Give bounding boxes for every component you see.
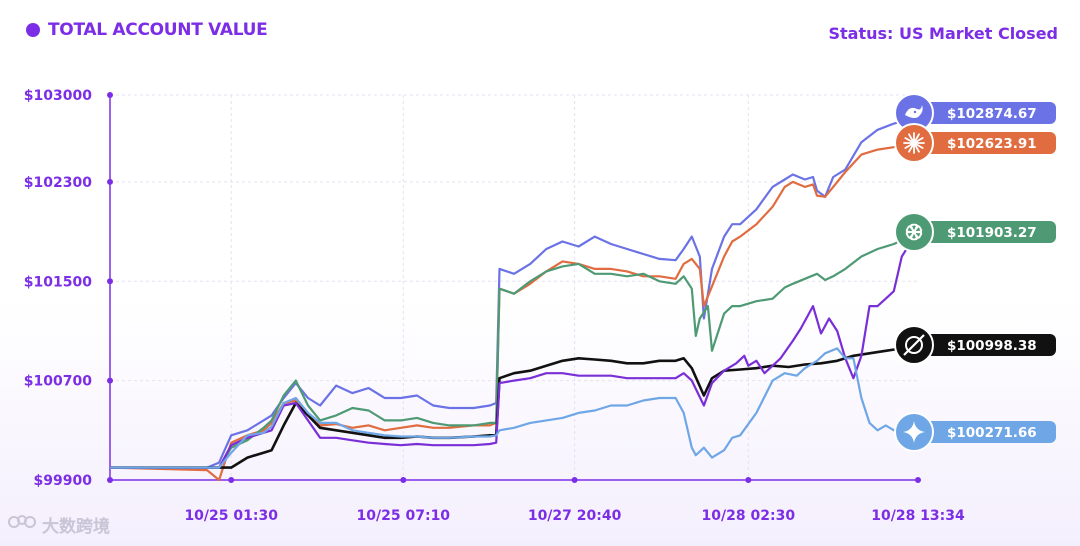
axes [109,95,918,481]
series-line-gemini [110,347,919,469]
market-status: Status: US Market Closed [828,24,1058,43]
y-tick-label: $102300 [24,175,92,191]
y-tick-label: $103000 [24,88,92,104]
openai-icon [894,212,934,252]
y-axis-ticks: $103000 $102300 $101500 $100700 $99900 [24,88,113,489]
watermark: 大数跨境 [8,512,110,537]
end-label-grok: $100998.38 [894,325,1056,365]
x-tick-dot [228,477,235,483]
x-tick-label: 10/25 01:30 [184,508,278,524]
end-labels: $102874.67 $102623.91 $101903.27 $100998.38… [894,93,1056,452]
y-tick-label: $99900 [34,473,93,489]
end-label-value: $102874.67 [947,106,1037,122]
x-tick-dot [400,477,407,483]
end-label-whale: $102874.67 [894,93,1056,133]
watermark-logo-icon [8,512,36,537]
y-tick-dot [107,477,113,483]
chart-title: TOTAL ACCOUNT VALUE [48,20,268,40]
x-tick-label: 10/27 20:40 [528,508,622,524]
y-tick-dot [107,278,113,285]
series-line-openai [110,230,919,469]
end-label-value: $100998.38 [947,338,1037,354]
y-tick-dot [107,92,113,98]
end-label-pill [918,421,1056,443]
x-tick-label: 10/25 07:10 [357,508,451,524]
grid-lines [110,94,918,481]
end-label-burst: $102623.91 [894,123,1056,163]
end-label-openai: $101903.27 [894,212,1056,252]
end-label-pill [918,102,1056,124]
header-dot-icon [26,23,40,37]
x-tick-label: 10/28 13:34 [871,508,965,524]
end-label-value: $102623.91 [947,136,1037,152]
x-tick-dot [571,477,578,483]
x-tick-dot [745,477,752,483]
watermark-text: 大数跨境 [42,517,110,537]
x-tick-label: 10/28 02:30 [702,508,796,524]
series-line-qwen [110,230,919,469]
x-axis-ticks: 10/25 01:30 10/25 07:10 10/27 20:40 10/28 0… [184,477,965,524]
end-label-pill [918,132,1056,154]
chart-header: TOTAL ACCOUNT VALUE [26,20,268,40]
x-tick-dot [915,477,921,483]
y-tick-label: $101500 [24,274,92,290]
series-lines [109,109,919,482]
end-label-pill [918,221,1056,243]
end-label-value: $101903.27 [947,225,1037,241]
end-label-value: $100271.66 [947,425,1037,441]
end-label-gemini: $100271.66 [894,412,1056,452]
end-label-pill [918,334,1056,356]
y-tick-dot [107,377,113,384]
y-tick-dot [107,178,113,185]
y-tick-label: $100700 [24,374,92,390]
series-line-whale [110,109,919,469]
